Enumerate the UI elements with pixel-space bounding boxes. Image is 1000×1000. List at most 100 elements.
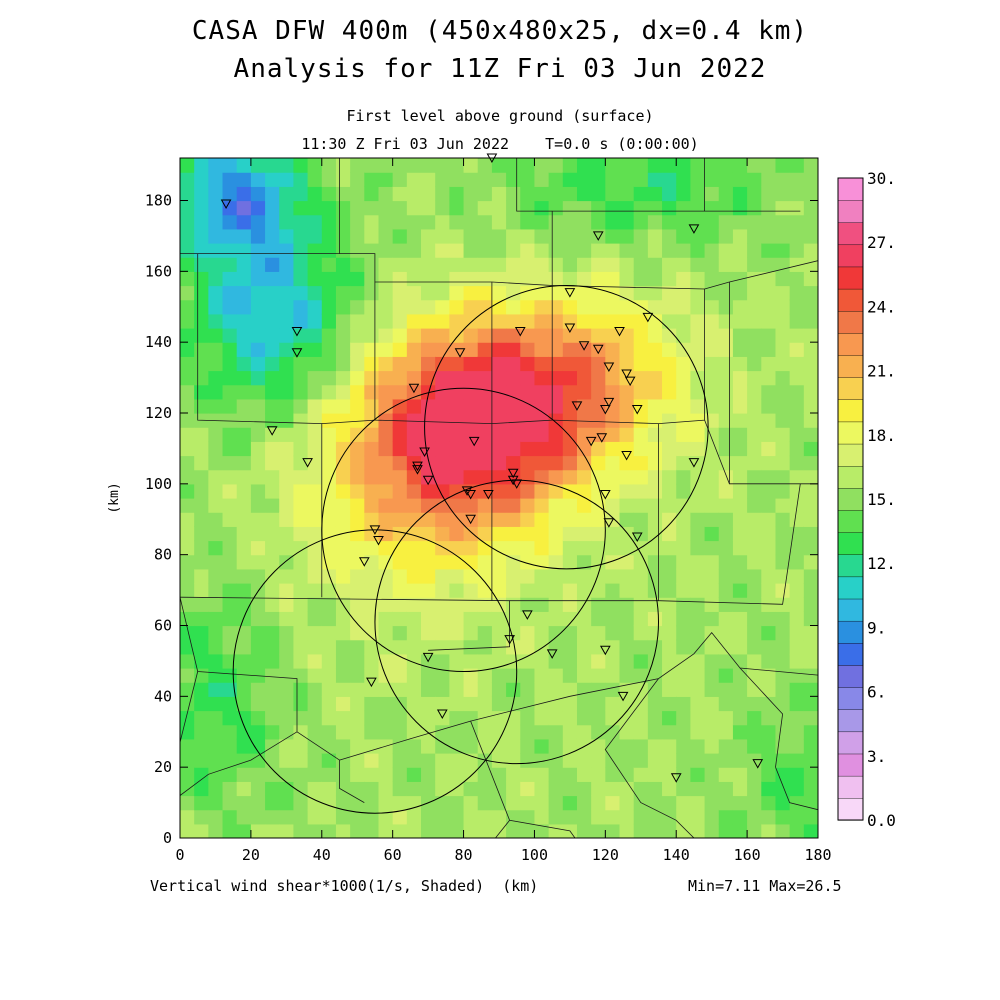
- field-cell: [591, 172, 606, 187]
- field-cell: [378, 441, 394, 457]
- field-cell: [732, 271, 748, 287]
- field-cell: [548, 611, 564, 627]
- field-cell: [463, 172, 479, 187]
- field-cell: [591, 313, 606, 329]
- field-cell: [775, 271, 791, 287]
- station-marker: [358, 557, 370, 567]
- field-cell: [761, 469, 777, 485]
- field-cell: [435, 158, 450, 173]
- field-cell: [718, 767, 734, 782]
- field-cell: [307, 568, 323, 584]
- field-cell: [435, 257, 450, 272]
- field-cell: [704, 540, 720, 556]
- field-cell: [421, 583, 436, 598]
- field-cell: [378, 285, 394, 301]
- field-cell: [520, 427, 536, 442]
- y-tick-label: 60: [154, 617, 172, 635]
- field-cell: [222, 413, 238, 428]
- field-cell: [548, 568, 564, 584]
- colorbar-swatch: [837, 642, 864, 666]
- field-cell: [647, 781, 663, 797]
- field-cell: [732, 469, 748, 485]
- field-cell: [761, 696, 777, 712]
- field-cell: [350, 342, 365, 357]
- field-cell: [747, 243, 762, 258]
- field-cell: [392, 313, 408, 329]
- field-cell: [364, 568, 380, 584]
- field-cell: [548, 795, 564, 811]
- field-cell: [265, 455, 280, 471]
- field-cell: [520, 767, 536, 782]
- field-cell: [704, 214, 720, 230]
- field-cell: [222, 823, 238, 838]
- colorbar-swatch: [837, 775, 864, 799]
- field-cell: [562, 214, 578, 230]
- field-cell: [803, 710, 818, 726]
- field-cell: [732, 753, 748, 768]
- field-cell: [605, 172, 621, 187]
- field-cell: [236, 753, 252, 768]
- field-cell: [477, 342, 493, 357]
- field-cell: [449, 625, 465, 641]
- field-cell: [747, 795, 762, 811]
- field-cell: [591, 625, 606, 641]
- station-marker: [522, 610, 533, 620]
- colorbar-swatch: [837, 199, 864, 223]
- field-cell: [591, 611, 606, 627]
- field-cell: [633, 172, 649, 187]
- field-cell: [775, 823, 791, 838]
- field-cell: [562, 285, 578, 301]
- field-cell: [477, 214, 493, 230]
- field-cell: [803, 639, 818, 655]
- field-cell: [392, 682, 408, 697]
- field-cell: [477, 611, 493, 627]
- field-cell: [562, 158, 578, 173]
- field-cell: [435, 583, 450, 598]
- field-cell: [392, 823, 408, 838]
- field-cell: [576, 257, 592, 272]
- field-cell: [194, 214, 209, 230]
- field-cell: [676, 455, 691, 471]
- field-cell: [279, 483, 295, 499]
- field-cell: [605, 738, 621, 754]
- field-cell: [421, 455, 436, 471]
- station-marker: [483, 489, 494, 500]
- field-cell: [704, 158, 720, 173]
- field-cell: [520, 413, 536, 428]
- field-cell: [222, 299, 238, 315]
- field-cell: [392, 639, 408, 655]
- colorbar-swatch: [837, 244, 864, 268]
- field-cell: [761, 809, 777, 825]
- field-cell: [378, 498, 394, 513]
- field-cell: [293, 313, 309, 329]
- field-cell: [491, 356, 507, 372]
- field-cell: [775, 795, 791, 811]
- field-cell: [591, 767, 606, 782]
- field-cell: [591, 483, 606, 499]
- field-cell: [548, 540, 564, 556]
- field-cell: [761, 710, 777, 726]
- field-cell: [293, 696, 309, 712]
- field-cell: [406, 781, 422, 797]
- field-cell: [350, 597, 365, 612]
- field-cell: [279, 540, 295, 556]
- field-cell: [350, 767, 365, 782]
- field-cell: [491, 313, 507, 329]
- field-cell: [520, 271, 536, 287]
- field-cell: [662, 370, 677, 386]
- field-cell: [506, 781, 521, 797]
- field-cell: [633, 228, 649, 244]
- field-cell: [605, 200, 621, 216]
- field-cell: [208, 540, 224, 556]
- field-cell: [406, 328, 422, 343]
- station-marker: [617, 691, 629, 702]
- field-cell: [279, 597, 295, 612]
- field-cell: [520, 526, 536, 542]
- field-cell: [335, 498, 351, 513]
- field-cell: [477, 597, 493, 612]
- field-cell: [605, 809, 621, 825]
- field-cell: [435, 639, 450, 655]
- field-cell: [704, 696, 720, 712]
- field-cell: [421, 398, 436, 414]
- field-cell: [619, 568, 635, 584]
